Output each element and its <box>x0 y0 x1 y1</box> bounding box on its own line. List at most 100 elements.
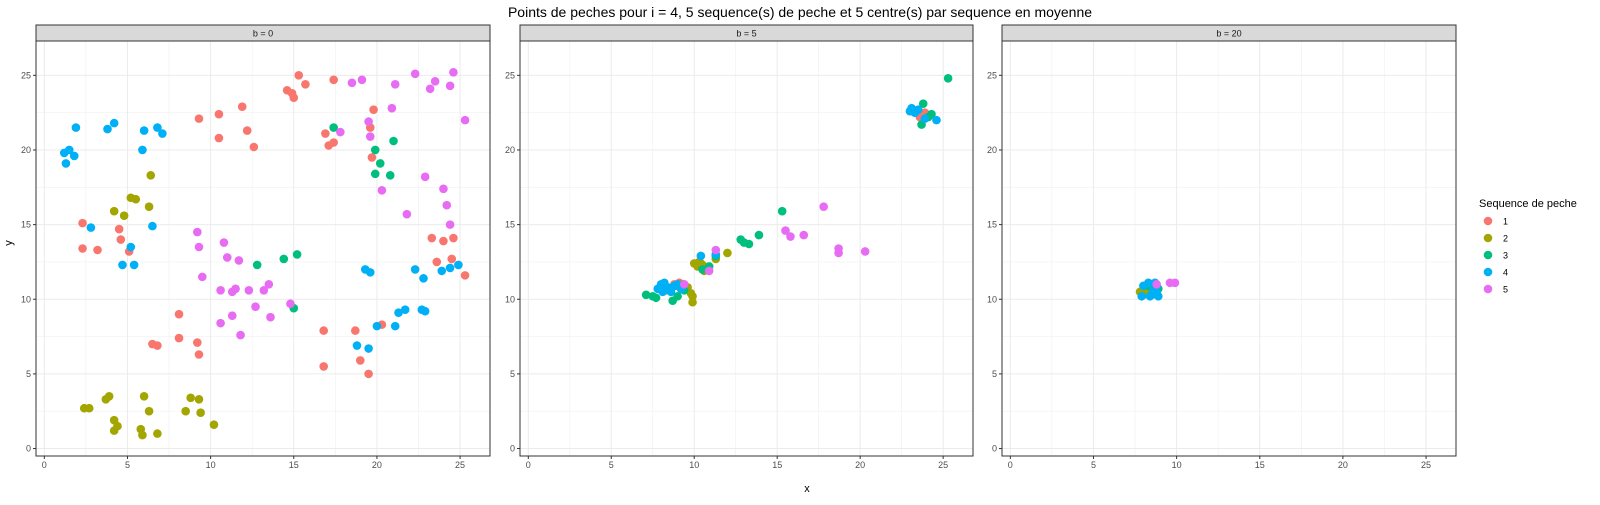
chart-title: Points de peches pour i = 4, 5 sequence(… <box>508 4 1092 20</box>
x-axis-label: x <box>804 483 810 495</box>
y-tick-label: 5 <box>992 369 997 379</box>
data-point-seq-3 <box>292 250 302 259</box>
data-point-seq-5 <box>420 172 430 182</box>
y-tick-label: 20 <box>987 145 997 155</box>
data-point-seq-4 <box>696 251 706 261</box>
y-tick-label: 0 <box>992 444 997 454</box>
data-point-seq-1 <box>193 338 202 347</box>
data-point-seq-4 <box>69 151 79 161</box>
data-point-seq-5 <box>445 220 455 229</box>
x-tick-label: 0 <box>1008 460 1013 470</box>
panel-1: b = 0 0 5 10 15 20 25 0 5 10 15 20 25 <box>21 24 491 470</box>
data-point-seq-1 <box>350 326 360 335</box>
data-point-seq-1 <box>329 75 338 85</box>
legend-item-1: 1 <box>1483 217 1508 227</box>
data-point-seq-4 <box>365 268 375 277</box>
data-point-seq-5 <box>786 232 795 241</box>
data-point-seq-3 <box>918 99 928 108</box>
data-point-seq-4 <box>126 242 136 252</box>
data-point-seq-2 <box>186 393 195 403</box>
x-tick-label: 10 <box>1172 460 1182 470</box>
data-point-seq-5 <box>1152 280 1161 289</box>
panel-strip-label: b = 20 <box>1216 29 1241 39</box>
y-tick-label: 0 <box>510 444 515 454</box>
data-point-seq-4 <box>153 123 162 132</box>
x-tick-label: 0 <box>42 460 47 470</box>
data-point-seq-2 <box>146 171 156 180</box>
data-point-seq-5 <box>402 209 412 219</box>
data-point-seq-5 <box>194 242 204 252</box>
data-point-seq-4 <box>61 159 71 168</box>
panel-3: b = 20 0 5 10 15 20 25 0 5 10 15 20 25 <box>987 24 1457 470</box>
y-tick-label: 20 <box>21 145 31 155</box>
data-point-seq-5 <box>259 285 269 295</box>
data-point-seq-1 <box>369 105 378 114</box>
data-point-seq-2 <box>688 297 697 307</box>
y-tick-label: 10 <box>21 294 31 304</box>
data-point-seq-3 <box>777 206 787 216</box>
x-tick-label: 0 <box>526 460 531 470</box>
data-point-seq-3 <box>744 239 754 249</box>
data-point-seq-5 <box>251 302 260 312</box>
data-point-seq-5 <box>442 200 452 210</box>
data-point-seq-4 <box>394 308 403 317</box>
data-point-seq-1 <box>174 333 184 343</box>
data-point-seq-5 <box>357 75 367 85</box>
data-point-seq-1 <box>214 109 224 119</box>
data-point-seq-4 <box>420 306 430 316</box>
panel-background <box>520 41 973 456</box>
data-point-seq-5 <box>231 284 240 294</box>
data-point-seq-2 <box>139 391 149 401</box>
data-point-seq-1 <box>78 244 87 253</box>
data-point-seq-3 <box>329 123 338 132</box>
data-point-seq-1 <box>364 369 373 379</box>
data-point-seq-1 <box>242 126 252 135</box>
y-tick-label: 5 <box>26 369 31 379</box>
data-point-seq-1 <box>329 138 338 147</box>
data-point-seq-4 <box>148 221 157 231</box>
data-point-seq-5 <box>460 115 470 125</box>
data-point-seq-2 <box>131 194 141 204</box>
data-point-seq-5 <box>1170 278 1180 288</box>
data-point-seq-2 <box>209 420 219 429</box>
data-point-seq-2 <box>153 429 162 438</box>
x-tick-label: 20 <box>372 460 382 470</box>
panel-gridlines <box>520 41 973 456</box>
legend-title: Sequence de peche <box>1479 198 1577 210</box>
panel-border <box>35 40 491 457</box>
data-point-seq-5 <box>425 84 435 94</box>
legend-label: 3 <box>1503 251 1508 261</box>
legend-key <box>1483 267 1493 277</box>
data-point-seq-5 <box>364 117 373 126</box>
data-point-seq-5 <box>679 280 689 289</box>
data-point-seq-5 <box>216 318 225 328</box>
data-point-seq-1 <box>194 350 204 359</box>
data-point-seq-4 <box>129 260 139 270</box>
data-point-seq-5 <box>410 69 420 79</box>
x-tick-label: 10 <box>206 460 216 470</box>
legend-item-5: 5 <box>1483 285 1508 295</box>
x-tick-label: 15 <box>1255 460 1265 470</box>
data-point-seq-1 <box>321 129 330 138</box>
data-point-seq-3 <box>385 171 395 180</box>
data-point-seq-5 <box>266 312 275 322</box>
panel-gridlines <box>1002 41 1456 456</box>
data-point-seq-5 <box>222 253 232 262</box>
y-tick-label: 5 <box>510 369 515 379</box>
data-point-seq-4 <box>158 129 167 138</box>
data-point-seq-5 <box>439 184 448 194</box>
data-point-seq-4 <box>138 145 147 155</box>
legend-item-2: 2 <box>1483 234 1508 244</box>
data-point-seq-1 <box>249 142 259 152</box>
legend-item-3: 3 <box>1483 251 1508 261</box>
x-tick-label: 25 <box>1421 460 1431 470</box>
data-point-seq-3 <box>252 260 262 270</box>
panel-border <box>519 40 974 457</box>
data-point-seq-3 <box>370 145 380 155</box>
data-point-seq-2 <box>109 206 119 216</box>
data-point-seq-1 <box>355 356 365 365</box>
data-point-seq-5 <box>711 245 721 255</box>
data-point-seq-4 <box>445 263 455 273</box>
x-tick-label: 20 <box>1338 460 1348 470</box>
